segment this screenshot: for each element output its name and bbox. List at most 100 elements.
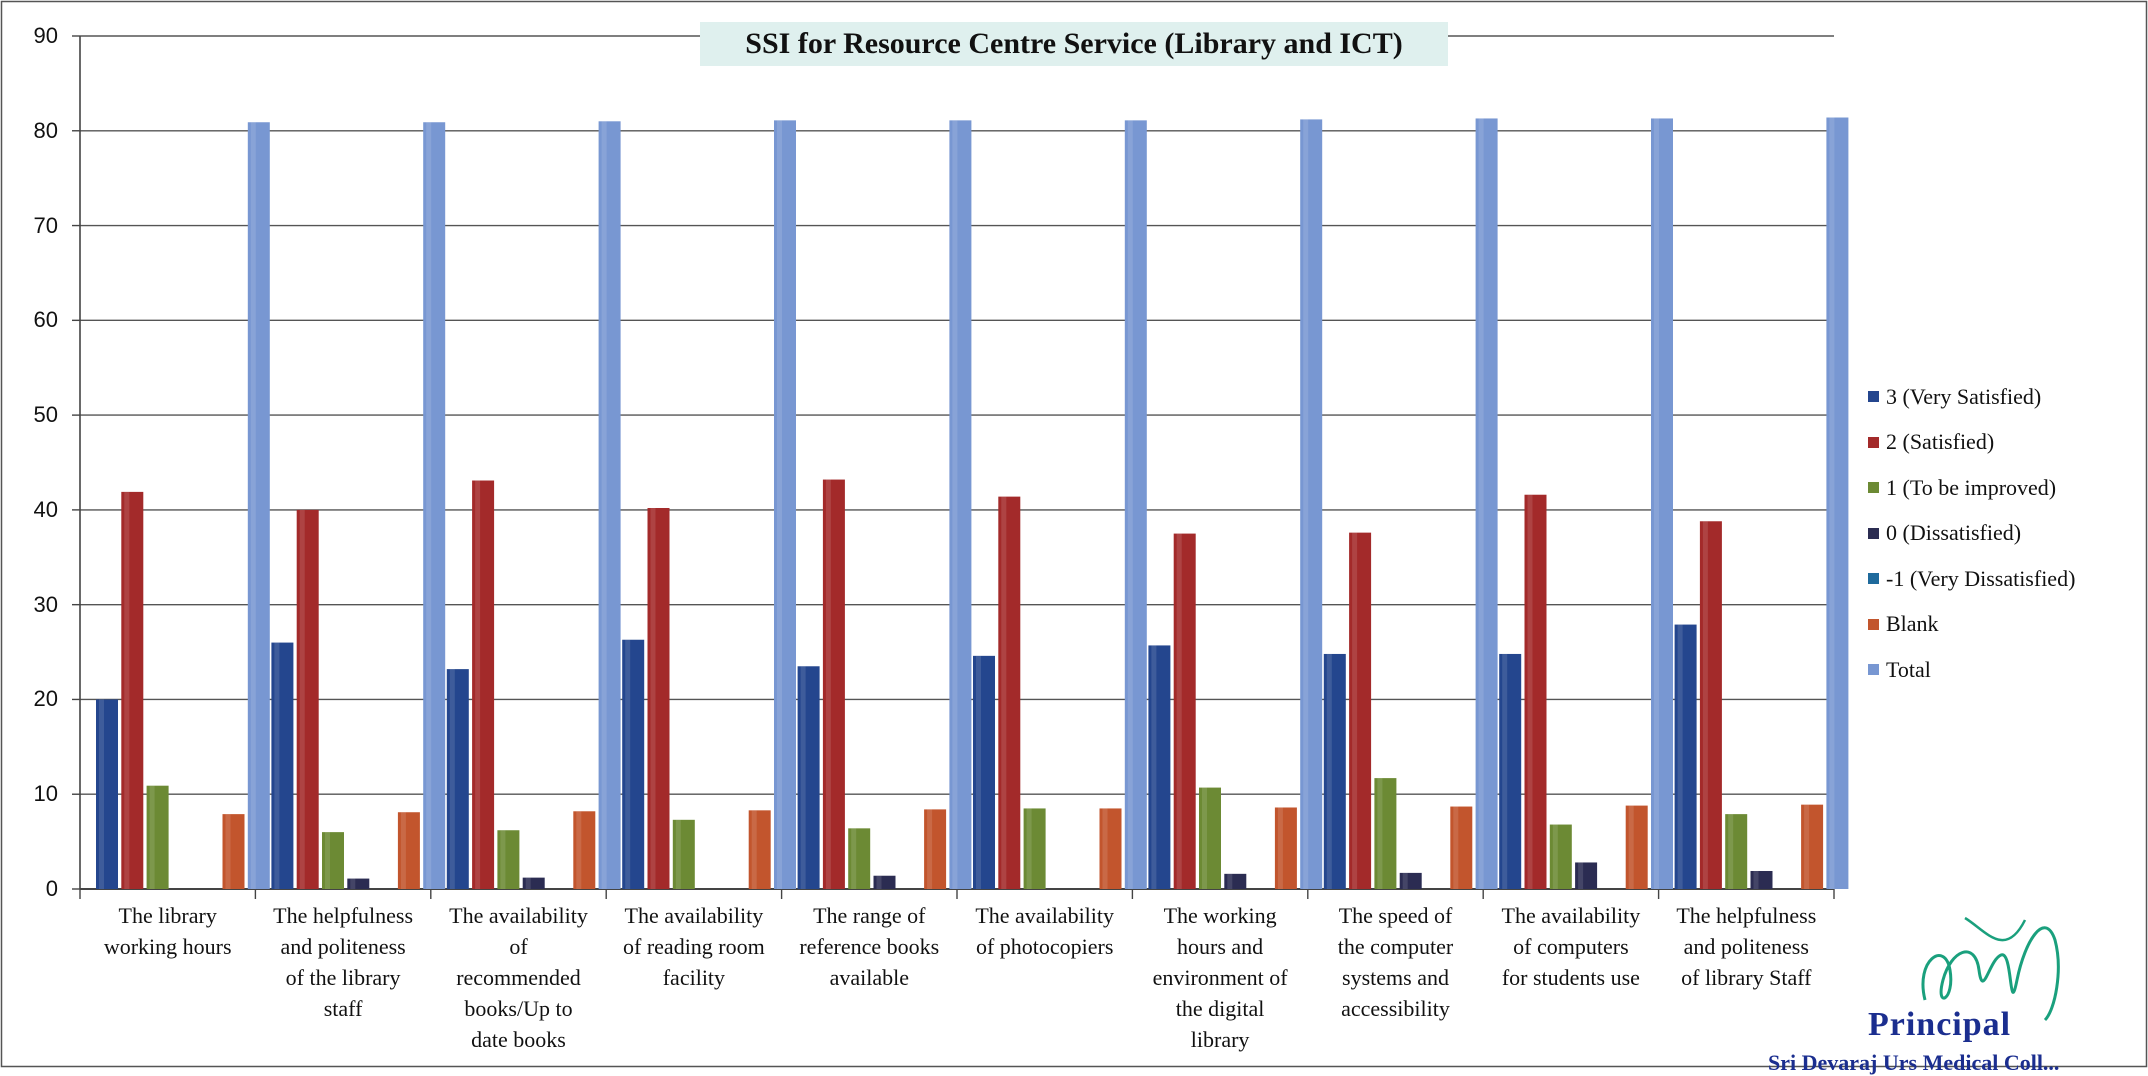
bar [822, 479, 845, 889]
bar-body [121, 491, 144, 889]
bar-body [1349, 532, 1372, 889]
legend-label: 2 (Satisfied) [1886, 429, 1995, 455]
y-tick-label: 30 [33, 591, 58, 617]
bar-highlight [299, 509, 305, 889]
bar-highlight [325, 832, 330, 889]
bar [1549, 824, 1572, 889]
bar-body [672, 819, 695, 889]
bar [949, 120, 972, 889]
x-category-label-line: The library [118, 903, 217, 928]
bar [247, 122, 270, 889]
x-category-label: The range of reference books available [781, 900, 957, 993]
bar-body [1124, 120, 1147, 889]
bar-body [1023, 808, 1046, 889]
bar-highlight [851, 828, 857, 889]
legend-item: 3 (Very Satisfied) [1868, 374, 2140, 420]
bar [1625, 805, 1648, 889]
bar-highlight [800, 666, 806, 889]
bar-body [446, 669, 469, 889]
bar-highlight [400, 812, 406, 889]
bar [647, 507, 670, 889]
bar [522, 877, 545, 889]
bar-body [1399, 872, 1422, 889]
bar [622, 639, 645, 889]
bar-highlight [1151, 645, 1157, 889]
bar-body [998, 496, 1021, 889]
bar-body [873, 875, 896, 889]
bar-highlight [1654, 118, 1659, 889]
x-category-label-line: of [509, 934, 528, 959]
legend-swatch [1868, 391, 1879, 403]
bar-highlight [1326, 653, 1332, 889]
bar [1323, 653, 1346, 889]
bar [121, 491, 144, 889]
legend-swatch [1868, 436, 1879, 448]
y-tick-label: 20 [33, 686, 58, 712]
bar [446, 669, 469, 889]
bar [1224, 873, 1247, 889]
bar-highlight [927, 809, 933, 889]
bar-highlight [650, 507, 656, 889]
bar-body [1224, 873, 1247, 889]
y-tick-label: 80 [33, 117, 58, 143]
bar-body [573, 811, 596, 889]
bar-highlight [225, 814, 231, 889]
x-category-label: The availability of reading room facility [606, 900, 782, 993]
bar-highlight [350, 878, 356, 889]
x-category-label: The availability of photocopiers [957, 900, 1133, 962]
y-tick-label: 90 [33, 23, 58, 48]
legend-item: 2 (Satisfied) [1868, 420, 2140, 466]
bar [1199, 787, 1221, 889]
y-tick-label: 70 [33, 212, 58, 238]
x-category-label-line: The availability [449, 903, 588, 928]
bar-body [924, 809, 947, 889]
bar-highlight [952, 120, 958, 889]
legend-label: 3 (Very Satisfied) [1886, 383, 2042, 409]
bar-body [1725, 814, 1748, 889]
bar-body [296, 509, 319, 889]
bar [347, 878, 370, 889]
y-tick-label: 40 [33, 496, 58, 522]
x-category-label-line: The helpfulness [273, 903, 414, 928]
bar [322, 832, 344, 889]
x-category-label-line: and politeness [1683, 934, 1809, 959]
bar-body [1750, 870, 1773, 889]
x-category-label-line: The working [1163, 903, 1277, 928]
bar-body [322, 832, 344, 889]
bar-highlight [124, 491, 130, 889]
principal-stamp-title: Principal [1868, 1006, 2012, 1043]
bar-body [647, 507, 670, 889]
bar [1300, 119, 1323, 890]
bar [1173, 533, 1196, 889]
bar-highlight [1001, 496, 1007, 889]
bar-highlight [1829, 117, 1835, 889]
bar-highlight [1578, 862, 1584, 889]
x-category-label-line: recommended [456, 965, 581, 990]
bar-body [96, 699, 118, 889]
x-category-label-line: the digital [1175, 996, 1265, 1021]
bar-body [622, 639, 645, 889]
legend-item: -1 (Very Dissatisfied) [1868, 556, 2140, 602]
legend-item: Blank [1868, 602, 2140, 648]
legend-label: -1 (Very Dissatisfied) [1886, 565, 2076, 591]
x-category-label: The working hours and environment of the di… [1132, 900, 1308, 1055]
x-category-label-line: facility [662, 965, 726, 990]
bar-body [598, 121, 621, 890]
bar [573, 811, 596, 889]
bar-body [497, 830, 520, 889]
x-category-label: The speed of the computer systems and acces… [1308, 900, 1484, 1024]
x-category-label-line: staff [323, 996, 363, 1021]
bar [1450, 806, 1473, 889]
bar-highlight [1478, 118, 1484, 889]
bar [1499, 653, 1522, 889]
bar-highlight [449, 669, 455, 889]
bar-highlight [525, 877, 531, 889]
bar [848, 828, 871, 889]
signature-mark [1921, 916, 2060, 1022]
bar-body [748, 810, 771, 889]
x-category-label: The availability of computers for students… [1483, 900, 1659, 993]
bar-highlight [1277, 807, 1283, 889]
x-category-label-line: books/Up to [464, 996, 573, 1021]
